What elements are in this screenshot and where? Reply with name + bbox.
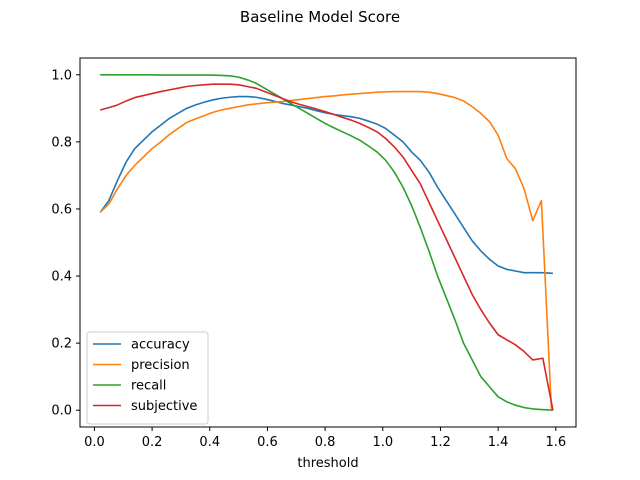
x-tick-label: 0.4	[199, 435, 220, 450]
series-line-accuracy	[99, 95, 553, 275]
x-tick-label: 1.4	[488, 435, 509, 450]
legend-label-precision: precision	[131, 358, 190, 373]
x-tick-label: 1.6	[545, 435, 566, 450]
legend-label-accuracy: accuracy	[131, 338, 190, 353]
legend: accuracy precision recall subjective	[86, 331, 209, 425]
y-axis-ticks: 0.0 0.2 0.4 0.6 0.8 1.0	[51, 68, 80, 419]
y-tick-label: 0.6	[51, 202, 72, 217]
plot-frame	[79, 57, 577, 428]
y-tick-label: 0.4	[51, 270, 72, 285]
x-axis-ticks: 0.0 0.2 0.4 0.6 0.8 1.0 1.2 1.4 1.6	[84, 427, 566, 450]
x-tick-label: 1.0	[372, 435, 393, 450]
x-tick-label: 0.2	[142, 435, 163, 450]
y-tick-label: 0.2	[51, 337, 72, 352]
legend-label-subjective: subjective	[131, 399, 197, 414]
x-tick-label: 1.2	[430, 435, 451, 450]
x-axis-label: threshold	[297, 456, 358, 471]
series-line-precision	[99, 90, 553, 411]
x-tick-label: 0.0	[84, 435, 105, 450]
y-tick-label: 0.8	[51, 135, 72, 150]
x-tick-label: 0.6	[257, 435, 278, 450]
series-group	[99, 73, 554, 412]
series-line-subjective	[99, 83, 554, 411]
y-tick-label: 0.0	[51, 404, 72, 419]
legend-box	[86, 331, 209, 425]
x-tick-label: 0.8	[315, 435, 336, 450]
chart-title: Baseline Model Score	[240, 8, 400, 26]
series-line-recall	[100, 73, 553, 412]
legend-label-recall: recall	[131, 379, 166, 394]
y-tick-label: 1.0	[51, 68, 72, 83]
